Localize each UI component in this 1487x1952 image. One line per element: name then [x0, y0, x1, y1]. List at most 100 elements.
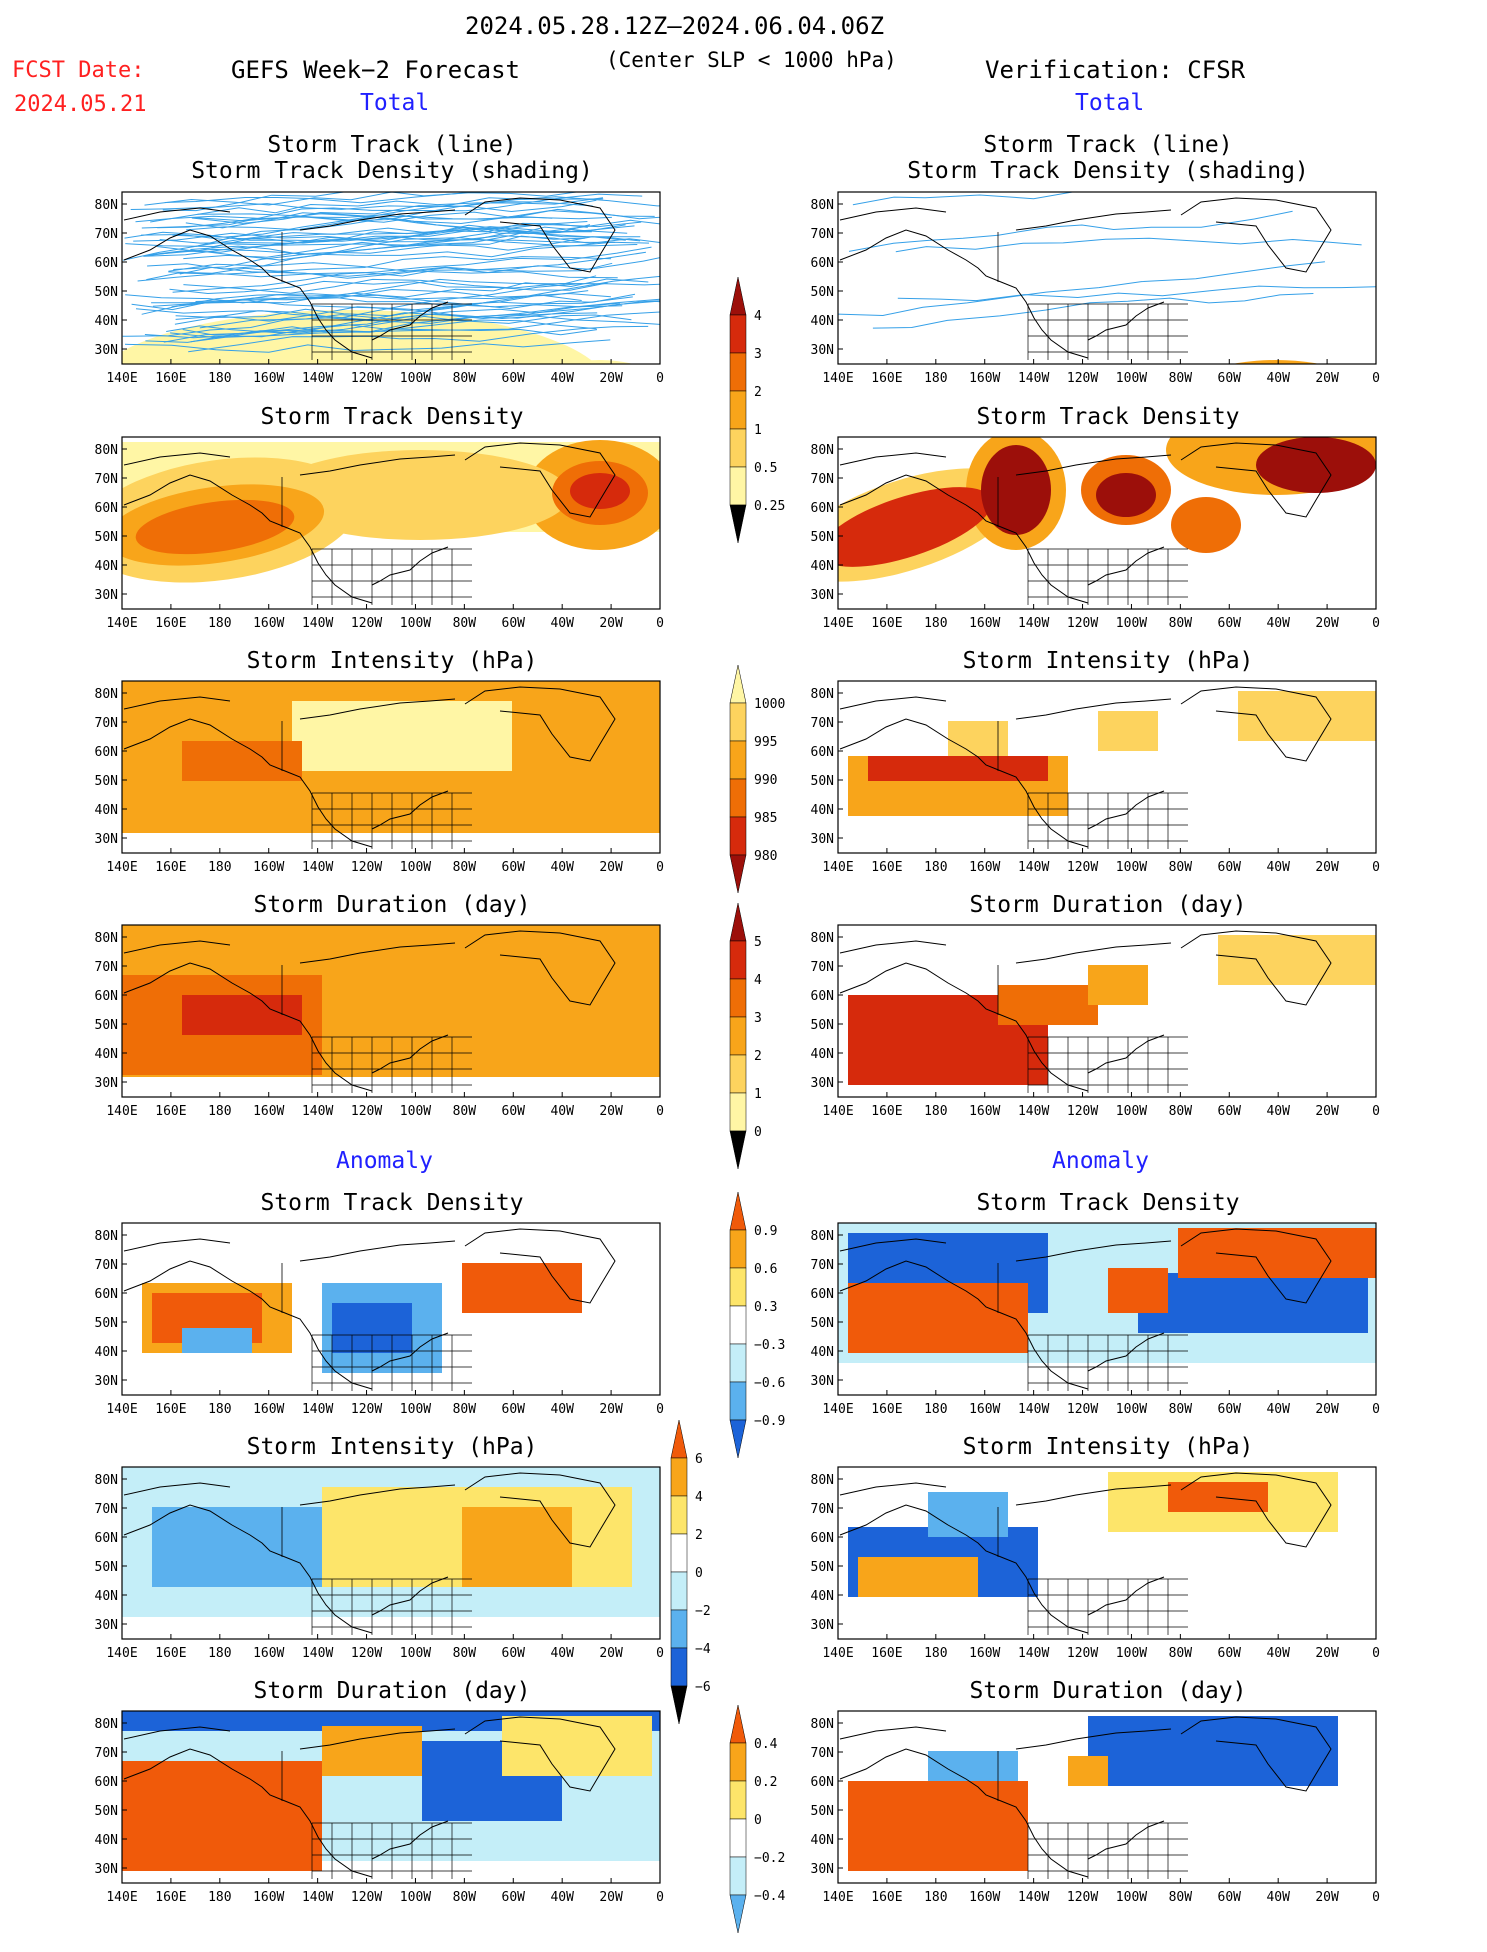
- lon-label: 160W: [969, 860, 1000, 875]
- lat-label: 70N: [95, 1502, 118, 1517]
- lat-label: 80N: [95, 687, 118, 702]
- lat-label: 40N: [811, 1589, 834, 1604]
- lat-label: 60N: [95, 989, 118, 1004]
- lon-label: 100W: [400, 860, 431, 875]
- lat-label: 70N: [811, 1502, 834, 1517]
- lon-label: 80W: [1169, 1890, 1193, 1905]
- lon-label: 160W: [969, 1890, 1000, 1905]
- lon-label: 160W: [969, 1104, 1000, 1119]
- lon-label: 140W: [302, 616, 333, 631]
- title-intensity-anom-left: Storm Intensity (hPa): [112, 1434, 672, 1460]
- lon-label: 160E: [871, 1646, 902, 1661]
- colorbar-label: 4: [695, 1490, 703, 1505]
- lon-label: 160E: [155, 1402, 186, 1417]
- lat-label: 80N: [95, 443, 118, 458]
- lon-label: 0: [1372, 371, 1380, 386]
- title-track-shading-left: Storm Track Density (shading): [112, 158, 672, 184]
- lat-label: 50N: [95, 1316, 118, 1331]
- colorbar-label: 0.4: [754, 1737, 778, 1752]
- colorbar-label: 6: [695, 1452, 703, 1467]
- lat-label: 80N: [95, 1473, 118, 1488]
- title-density-anom-left: Storm Track Density: [112, 1190, 672, 1216]
- lat-label: 30N: [811, 1374, 834, 1389]
- lat-label: 60N: [811, 501, 834, 516]
- lat-label: 80N: [95, 1229, 118, 1244]
- colorbar-label: 980: [754, 849, 777, 864]
- lon-label: 120W: [1067, 371, 1098, 386]
- lat-label: 60N: [811, 745, 834, 760]
- lon-label: 40W: [1266, 1890, 1290, 1905]
- lon-label: 160E: [155, 1104, 186, 1119]
- colorbar-duration: 543210: [716, 888, 806, 1188]
- lat-label: 60N: [95, 1287, 118, 1302]
- lon-label: 40W: [550, 371, 574, 386]
- lat-label: 60N: [811, 256, 834, 271]
- title-intensity-right: Storm Intensity (hPa): [828, 648, 1388, 674]
- lon-label: 160W: [253, 616, 284, 631]
- lon-label: 0: [1372, 1646, 1380, 1661]
- title-duration-right: Storm Duration (day): [828, 892, 1388, 918]
- right-anomaly-label: Anomaly: [1052, 1148, 1149, 1174]
- title-track-shading-right: Storm Track Density (shading): [828, 158, 1388, 184]
- lon-label: 160E: [155, 1646, 186, 1661]
- colorbar-label: −0.9: [754, 1414, 785, 1429]
- lon-label: 120W: [1067, 1646, 1098, 1661]
- colorbar-label: 0.3: [754, 1300, 777, 1315]
- map-track-forecast: 140E 160E 180 160W 140W 120W 100W 80W 60W 40W 20W 0…: [0, 190, 716, 390]
- lat-label: 40N: [95, 314, 118, 329]
- colorbar-label: 3: [754, 1011, 762, 1026]
- lon-label: 20W: [599, 1402, 623, 1417]
- lon-label: 80W: [1169, 1646, 1193, 1661]
- lon-label: 40W: [1266, 1646, 1290, 1661]
- colorbar-label: 995: [754, 735, 777, 750]
- lon-label: 160E: [871, 860, 902, 875]
- lon-label: 180: [208, 1104, 231, 1119]
- lat-label: 80N: [811, 198, 834, 213]
- lon-label: 20W: [1315, 1890, 1339, 1905]
- fcst-label: FCST Date:: [12, 58, 144, 83]
- lat-label: 70N: [811, 1258, 834, 1273]
- lon-label: 20W: [599, 1890, 623, 1905]
- lat-label: 80N: [811, 687, 834, 702]
- lat-label: 50N: [811, 1804, 834, 1819]
- lon-label: 180: [208, 371, 231, 386]
- lon-label: 20W: [599, 371, 623, 386]
- lat-label: 30N: [811, 1862, 834, 1877]
- lat-label: 30N: [811, 343, 834, 358]
- lon-label: 60W: [502, 616, 526, 631]
- lon-label: 140E: [106, 371, 137, 386]
- lon-label: 140E: [822, 860, 853, 875]
- colorbar-label: 5: [754, 935, 762, 950]
- lon-label: 180: [924, 1402, 947, 1417]
- lon-label: 80W: [453, 1402, 477, 1417]
- lat-label: 50N: [95, 1018, 118, 1033]
- map-duration-anomaly-forecast: 140E 160E 180 160W 140W 120W 100W 80W 60W 40W 20W 0…: [0, 1709, 716, 1909]
- lat-label: 50N: [811, 530, 834, 545]
- lon-label: 160E: [871, 371, 902, 386]
- lon-label: 100W: [1116, 860, 1147, 875]
- lon-label: 160E: [155, 860, 186, 875]
- lon-label: 20W: [1315, 1104, 1339, 1119]
- lon-label: 120W: [351, 371, 382, 386]
- lat-label: 80N: [811, 931, 834, 946]
- lat-label: 30N: [811, 832, 834, 847]
- lon-label: 120W: [1067, 616, 1098, 631]
- lon-label: 160E: [871, 1104, 902, 1119]
- lon-label: 160E: [871, 1890, 902, 1905]
- lon-label: 140E: [106, 1890, 137, 1905]
- lat-label: 30N: [811, 588, 834, 603]
- lon-label: 80W: [1169, 860, 1193, 875]
- lat-label: 50N: [95, 774, 118, 789]
- lat-label: 40N: [95, 1047, 118, 1062]
- lon-label: 120W: [351, 860, 382, 875]
- lon-label: 0: [656, 1890, 664, 1905]
- lon-label: 20W: [1315, 860, 1339, 875]
- lat-label: 30N: [811, 1076, 834, 1091]
- left-title: GEFS Week−2 Forecast: [231, 56, 520, 84]
- lon-label: 80W: [453, 1104, 477, 1119]
- title-density-anom-right: Storm Track Density: [828, 1190, 1388, 1216]
- lon-label: 80W: [453, 1646, 477, 1661]
- colorbar-label: 2: [754, 1049, 762, 1064]
- map-intensity-verification: 140E 160E 180 160W 140W 120W 100W 80W 60W 40W 20W 0…: [716, 679, 1432, 879]
- colorbar-label: −4: [695, 1642, 711, 1657]
